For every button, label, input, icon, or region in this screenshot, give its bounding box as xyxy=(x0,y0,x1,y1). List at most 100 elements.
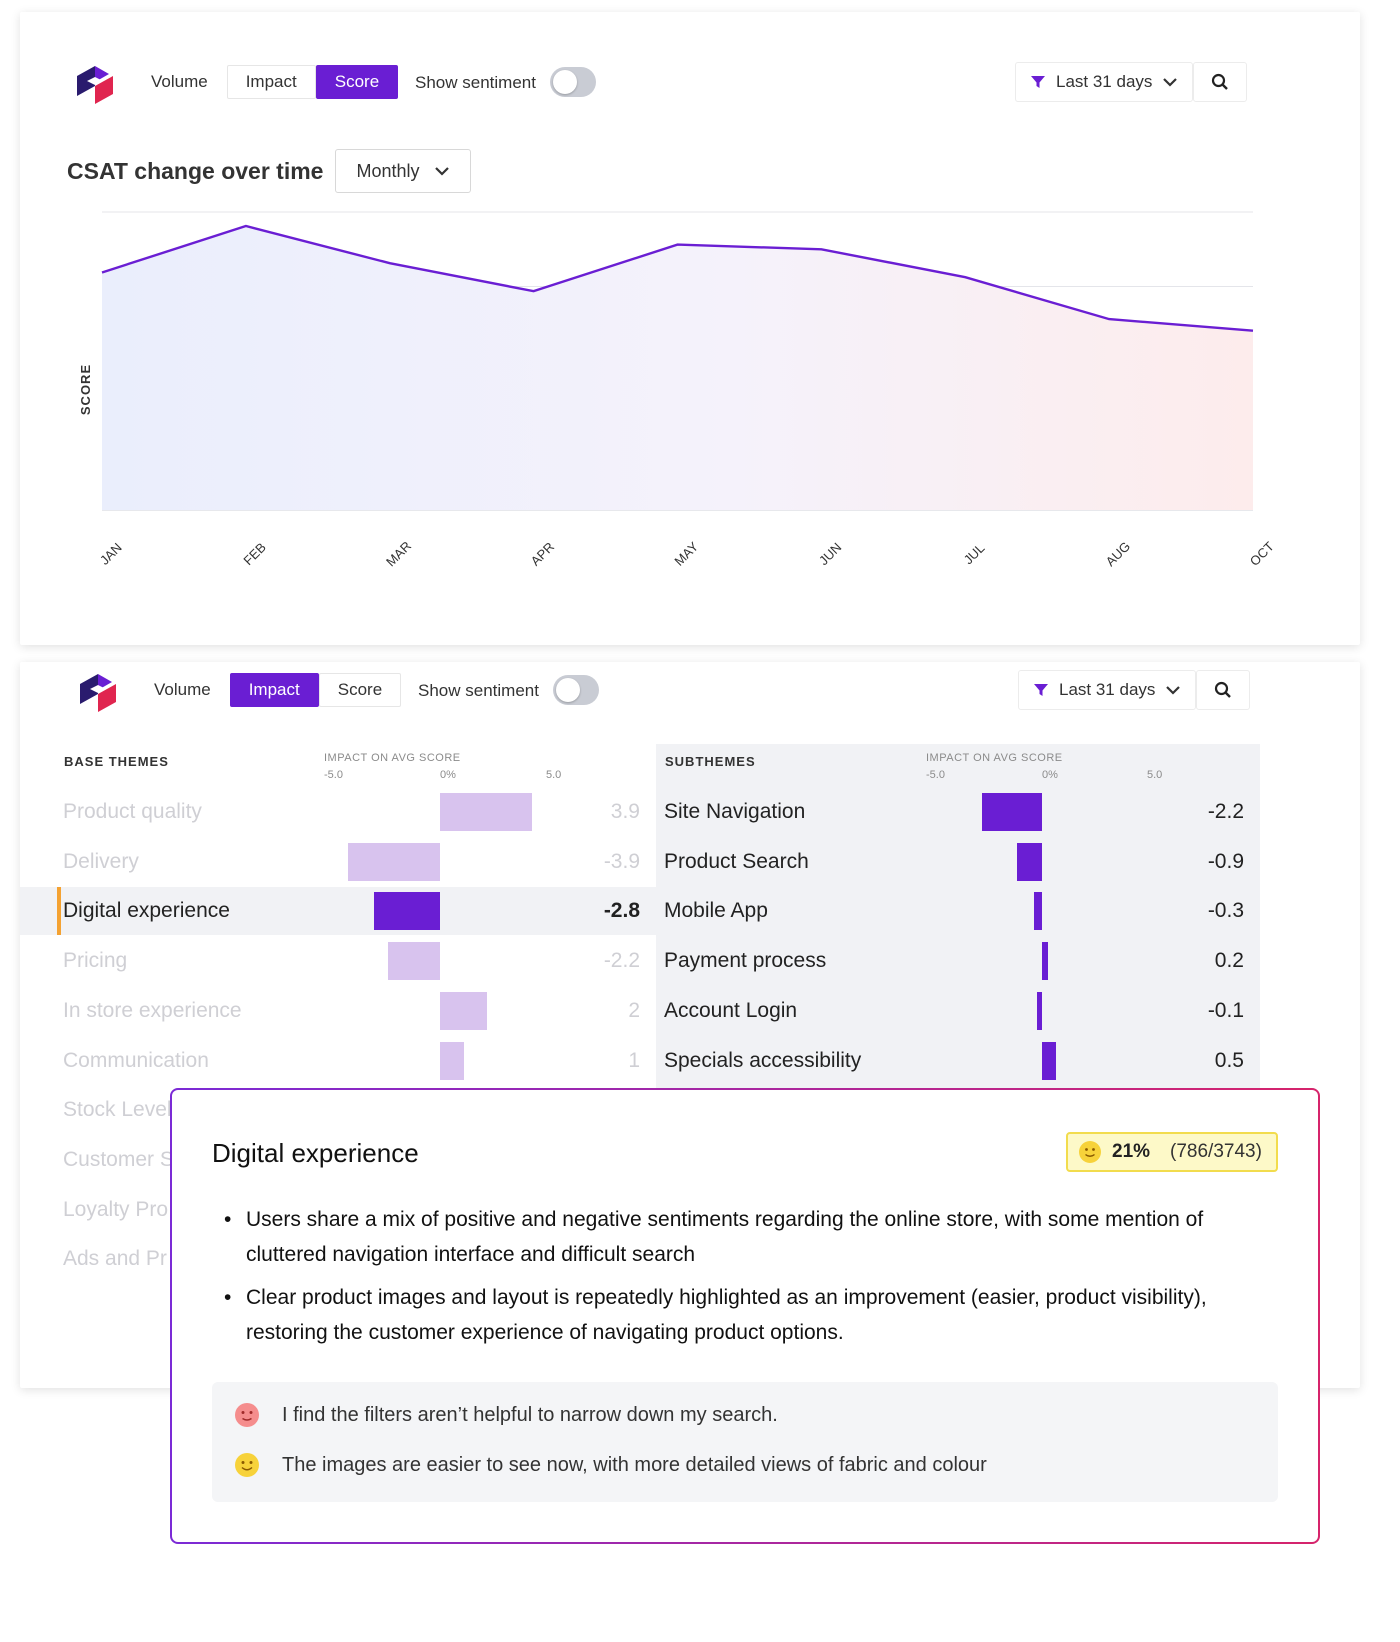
quote-item: The images are easier to see now, with m… xyxy=(234,1452,987,1478)
subtheme-row[interactable]: Payment process 0.2 xyxy=(656,937,1260,985)
subtheme-row[interactable]: Mobile App -0.3 xyxy=(656,887,1260,935)
base-axis-tick-min: -5.0 xyxy=(324,769,343,781)
quotes-panel: I find the filters aren’t helpful to nar… xyxy=(212,1382,1278,1502)
x-tick-label: MAY xyxy=(671,539,701,569)
date-filter-button[interactable]: Last 31 days xyxy=(1018,670,1197,710)
search-button[interactable] xyxy=(1193,62,1247,102)
base-theme-row[interactable]: Ads and Pr xyxy=(20,1235,656,1283)
tab-score[interactable]: Score xyxy=(318,673,402,707)
x-tick-label: AUG xyxy=(1103,539,1134,570)
search-icon xyxy=(1211,73,1228,90)
theme-name: Communication xyxy=(63,1048,209,1072)
base-theme-row[interactable]: Product quality 3.9 xyxy=(20,788,656,836)
tab-score[interactable]: Score xyxy=(315,65,399,99)
subtheme-name: Product Search xyxy=(664,849,809,873)
subtheme-name: Account Login xyxy=(664,998,798,1022)
theme-name: Customer S xyxy=(63,1147,174,1171)
theme-name: Loyalty Pro xyxy=(63,1197,169,1221)
show-sentiment-label: Show sentiment xyxy=(415,73,536,92)
subtheme-impact-value: 0.2 xyxy=(1214,949,1244,973)
area-fill xyxy=(102,226,1253,510)
theme-name: Delivery xyxy=(63,849,139,873)
toolbar: Volume Impact Score Show sentiment Last … xyxy=(20,662,1360,782)
theme-name: Stock Level xyxy=(63,1098,172,1122)
x-tick-label: JAN xyxy=(97,540,125,568)
subtheme-row[interactable]: Product Search -0.9 xyxy=(656,838,1260,886)
summary-bullet: Users share a mix of positive and negati… xyxy=(224,1202,1274,1272)
base-theme-row[interactable]: Delivery -3.9 xyxy=(20,838,656,886)
view-mode-switch: Volume Impact Score xyxy=(135,673,402,707)
theme-impact-value: -2.8 xyxy=(603,899,640,923)
base-themes-header: BASE THEMES xyxy=(64,754,169,769)
search-button[interactable] xyxy=(1196,670,1250,710)
impact-bar xyxy=(1042,942,1048,981)
sad-face-icon xyxy=(235,1403,259,1427)
tab-volume[interactable]: Volume xyxy=(154,680,211,699)
subtheme-name: Mobile App xyxy=(664,899,768,923)
happy-face-icon xyxy=(235,1453,259,1477)
sentiment-toggle[interactable] xyxy=(553,675,599,705)
badge-percent: 21% xyxy=(1112,1141,1151,1162)
summary-bullet: Clear product images and layout is repea… xyxy=(224,1280,1274,1350)
theme-impact-value: 3.9 xyxy=(610,800,640,823)
base-theme-row[interactable]: In store experience 2 xyxy=(20,987,656,1035)
subtheme-name: Site Navigation xyxy=(664,800,806,823)
subtheme-row[interactable]: Specials accessibility 0.5 xyxy=(656,1037,1260,1085)
impact-bar xyxy=(440,1041,464,1080)
base-theme-row[interactable]: Pricing -2.2 xyxy=(20,937,656,985)
subtheme-row[interactable]: Site Navigation -2.2 xyxy=(656,788,1260,836)
period-label: Monthly xyxy=(356,160,420,181)
brand-logo[interactable] xyxy=(73,62,117,104)
x-tick-label: OCT xyxy=(1247,539,1277,569)
subtheme-row[interactable]: Account Login -0.1 xyxy=(656,987,1260,1035)
chevron-down-icon xyxy=(1166,686,1181,695)
base-theme-row[interactable]: Customer S xyxy=(20,1136,656,1184)
chevron-down-icon xyxy=(1163,78,1178,87)
neutral-face-icon xyxy=(1079,1141,1101,1163)
quote-item: I find the filters aren’t helpful to nar… xyxy=(234,1402,778,1428)
theme-name: Product quality xyxy=(63,800,202,823)
base-theme-row[interactable]: Loyalty Pro xyxy=(20,1186,656,1234)
brand-logo[interactable] xyxy=(76,670,120,712)
impact-bar xyxy=(1017,842,1042,881)
tab-impact[interactable]: Impact xyxy=(229,673,319,707)
funnel-icon xyxy=(1031,76,1045,88)
series-line xyxy=(101,224,1254,332)
x-tick-label: FEB xyxy=(240,540,268,568)
tab-volume[interactable]: Volume xyxy=(151,72,208,91)
theme-impact-value: -2.2 xyxy=(603,949,640,973)
subtheme-impact-value: -0.1 xyxy=(1207,998,1244,1022)
base-theme-row[interactable]: Communication 1 xyxy=(20,1037,656,1085)
theme-name: Ads and Pr xyxy=(63,1247,167,1271)
subtheme-impact-value: -0.3 xyxy=(1207,899,1244,923)
x-tick-label: MAR xyxy=(383,538,414,569)
subthemes-header: SUBTHEMES xyxy=(665,754,756,769)
theme-impact-value: 2 xyxy=(628,998,640,1022)
impact-bar xyxy=(347,842,440,881)
date-filter-label: Last 31 days xyxy=(1059,680,1156,699)
funnel-icon xyxy=(1034,684,1048,696)
sentiment-toggle[interactable] xyxy=(550,67,596,97)
badge-count: (786/3743) xyxy=(1170,1141,1262,1162)
base-theme-row[interactable]: Stock Level xyxy=(20,1086,656,1134)
subtheme-name: Payment process xyxy=(664,949,827,973)
sub-axis-tick-zero: 0% xyxy=(1042,769,1058,781)
theme-name: Pricing xyxy=(63,949,128,973)
subtheme-name: Specials accessibility xyxy=(664,1048,862,1072)
subtheme-impact-value: -0.9 xyxy=(1207,849,1244,873)
tab-impact[interactable]: Impact xyxy=(226,65,316,99)
period-dropdown[interactable]: Monthly xyxy=(335,149,471,193)
base-axis-tick-max: 5.0 xyxy=(546,769,562,781)
sub-axis-tick-min: -5.0 xyxy=(926,769,945,781)
base-theme-row[interactable]: Digital experience -2.8 xyxy=(20,887,656,936)
x-tick-label: JUL xyxy=(961,540,988,567)
sub-axis-tick-max: 5.0 xyxy=(1147,769,1163,781)
csat-line-chart: JAN FEB MAR APR MAY JUN JUL AUG OCT xyxy=(97,211,1277,570)
x-tick-label: JUN xyxy=(816,540,844,568)
quote-text: I find the filters aren’t helpful to nar… xyxy=(282,1403,778,1426)
theme-impact-value: -3.9 xyxy=(603,849,640,873)
base-axis-tick-zero: 0% xyxy=(440,769,456,781)
date-filter-button[interactable]: Last 31 days xyxy=(1015,62,1194,102)
popup-title: Digital experience xyxy=(212,1138,419,1168)
search-icon xyxy=(1214,681,1231,698)
